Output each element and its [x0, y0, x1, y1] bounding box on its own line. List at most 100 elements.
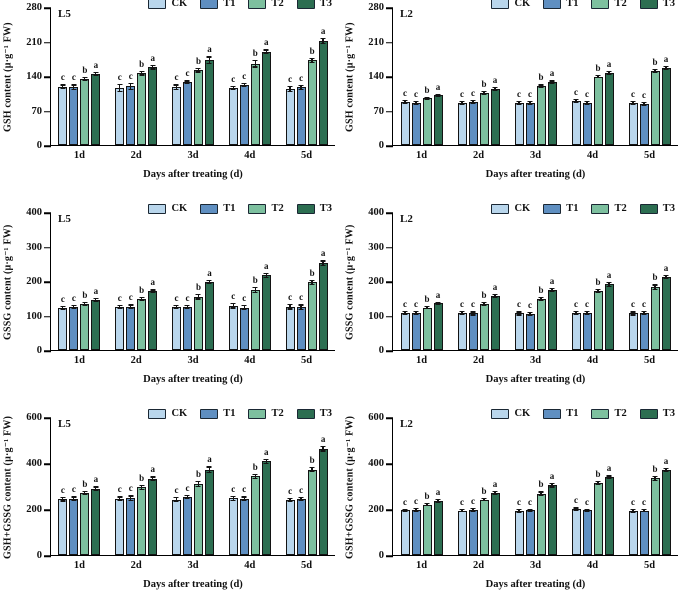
significance-letter: b [424, 84, 430, 95]
y-tick-label: 0 [378, 139, 384, 151]
significance-letter: c [128, 483, 133, 494]
error-bar [322, 446, 324, 452]
bar-t1: c [639, 90, 649, 145]
legend-label: T2 [614, 0, 627, 9]
legend-item: CK [148, 0, 187, 10]
error-bar [84, 490, 86, 496]
significance-letter: a [435, 81, 441, 92]
error-bar [665, 65, 667, 70]
significance-letter: a [492, 74, 498, 85]
bar-ck: c [285, 486, 295, 555]
legend-swatch-t3 [296, 409, 315, 420]
significance-letter: b [139, 58, 145, 69]
bar-ck: c [457, 300, 467, 350]
y-tick [44, 41, 51, 44]
bar-group: c c b a 2d [115, 213, 158, 366]
bar-t2: b [593, 63, 603, 145]
significance-letter: a [207, 44, 212, 55]
error-bar [62, 497, 64, 502]
error-bar [597, 74, 599, 79]
significance-letter: b [252, 461, 258, 472]
significance-letter: c [231, 291, 236, 302]
legend-label: T2 [614, 203, 627, 214]
bar-t1: c [296, 485, 306, 555]
error-bar [608, 475, 610, 480]
error-bar [518, 100, 520, 105]
error-bar [586, 311, 588, 316]
bar-rect [285, 88, 295, 145]
x-tick-label: 1d [415, 355, 428, 366]
significance-letter: c [288, 73, 293, 84]
legend-item: T2 [591, 0, 627, 10]
bar-rect [422, 307, 432, 350]
bar-rect [182, 82, 192, 145]
significance-letter: b [195, 282, 201, 293]
bar-rect [628, 313, 638, 350]
y-tick-label: 300 [26, 241, 42, 253]
y-tick [386, 555, 393, 557]
error-bar [175, 84, 178, 91]
bar-rect [69, 87, 79, 145]
bar-rect [457, 313, 467, 350]
bar-ck: c [228, 74, 238, 145]
significance-letter: b [424, 293, 430, 304]
y-tick-label: 140 [368, 70, 384, 82]
legend-item: T1 [200, 0, 235, 10]
bar-t3: a [547, 277, 557, 350]
y-tick-label: 200 [368, 275, 384, 287]
bar-ck: c [400, 300, 410, 350]
bar-ck: c [457, 497, 467, 555]
panel-label: L2 [400, 213, 413, 225]
y-tick [386, 110, 393, 113]
significance-letter: c [117, 484, 122, 495]
error-bar [643, 508, 645, 513]
bar-group: c c b a 5d [285, 418, 328, 571]
x-tick-label: 4d [244, 560, 256, 571]
bar-t3: a [547, 69, 557, 145]
panel-label: L5 [58, 213, 71, 225]
y-tick [44, 555, 51, 557]
significance-letter: a [606, 463, 612, 474]
significance-letter: c [242, 70, 247, 81]
significance-letter: c [60, 72, 65, 83]
y-tick-label: 0 [36, 139, 42, 151]
bar-group: c c b a 4d [228, 418, 271, 571]
error-bar [654, 476, 656, 481]
legend-swatch-t2 [591, 204, 610, 215]
bar-rect [204, 60, 214, 145]
bar-group: c c b a 4d [571, 8, 614, 161]
bar-t2: b [80, 290, 90, 350]
significance-letter: a [492, 478, 498, 489]
legend-label: CK [514, 408, 531, 419]
bar-rect [80, 303, 90, 350]
legend-item: T2 [248, 203, 284, 215]
x-tick-label: 5d [301, 150, 313, 161]
bar-t1: c [239, 71, 249, 145]
bar-t1: c [126, 293, 136, 350]
significance-letter: c [299, 72, 304, 83]
error-bar [322, 38, 324, 44]
bar-t3: a [261, 261, 271, 350]
y-tick [44, 350, 51, 352]
legend-label: T3 [319, 203, 332, 214]
x-tick-label: 3d [529, 355, 542, 366]
x-tick-label: 2d [472, 355, 485, 366]
significance-letter: c [403, 299, 407, 310]
legend-item: T3 [639, 0, 675, 10]
significance-letter: c [471, 299, 475, 310]
bar-group: c c b a 2d [457, 8, 500, 161]
bar-t1: c [468, 89, 478, 145]
error-bar [84, 301, 86, 306]
x-axis-label: Days after treating (d) [485, 579, 586, 590]
error-bar [130, 304, 132, 309]
significance-letter: c [231, 73, 236, 84]
x-tick-label: 1d [73, 560, 85, 571]
bar-rect [468, 102, 478, 145]
legend-item: CK [491, 0, 530, 10]
significance-letter: a [150, 277, 155, 288]
y-tick [386, 7, 393, 9]
bar-groups: c c b a 1d c c b a 2d c c b a 3d c c b a 4d c c b a 5d [51, 418, 335, 571]
x-axis-label: Days after treating (d) [485, 169, 586, 180]
y-tick-label: 210 [368, 36, 384, 48]
bar-ck: c [58, 73, 68, 145]
